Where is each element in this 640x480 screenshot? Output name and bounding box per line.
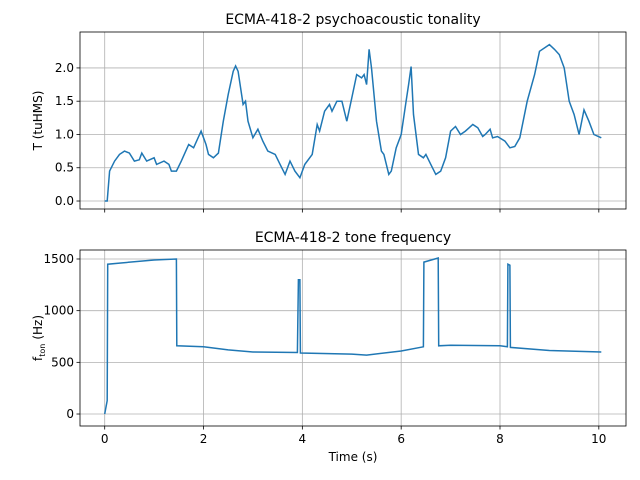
y-label-unit: (Hz): [31, 315, 45, 340]
x-tick-label: 4: [299, 432, 307, 446]
x-axis-label: Time (s): [328, 450, 378, 464]
y-axis-label: T (tuHMS): [31, 91, 45, 152]
y-axis-label: fton (Hz): [31, 315, 47, 361]
y-tick-label: 1.0: [55, 127, 74, 141]
chart-title: ECMA-418-2 psychoacoustic tonality: [225, 12, 480, 28]
x-tick-label: 2: [200, 432, 208, 446]
x-tick-label: 8: [496, 432, 504, 446]
line-series: [104, 43, 602, 202]
x-tick-label: 10: [591, 432, 606, 446]
y-tick-label: 0.0: [55, 194, 74, 208]
y-tick-label: 1000: [43, 304, 74, 318]
x-tick-label: 0: [101, 432, 109, 446]
y-label-sub: ton: [38, 344, 47, 357]
y-label-main: f: [31, 356, 45, 361]
y-tick-label: 0: [66, 407, 74, 421]
axes-frame: [79, 249, 627, 427]
chart-title: ECMA-418-2 tone frequency: [255, 230, 451, 246]
y-tick-label: 1500: [43, 252, 74, 266]
line-series: [103, 257, 602, 415]
y-tick-label: 0.5: [55, 161, 74, 175]
y-tick-label: 1.5: [55, 94, 74, 108]
y-tick-label: 2.0: [55, 61, 74, 75]
y-tick-label: 500: [51, 355, 74, 369]
x-tick-label: 6: [397, 432, 405, 446]
axes-frame: [79, 31, 627, 210]
